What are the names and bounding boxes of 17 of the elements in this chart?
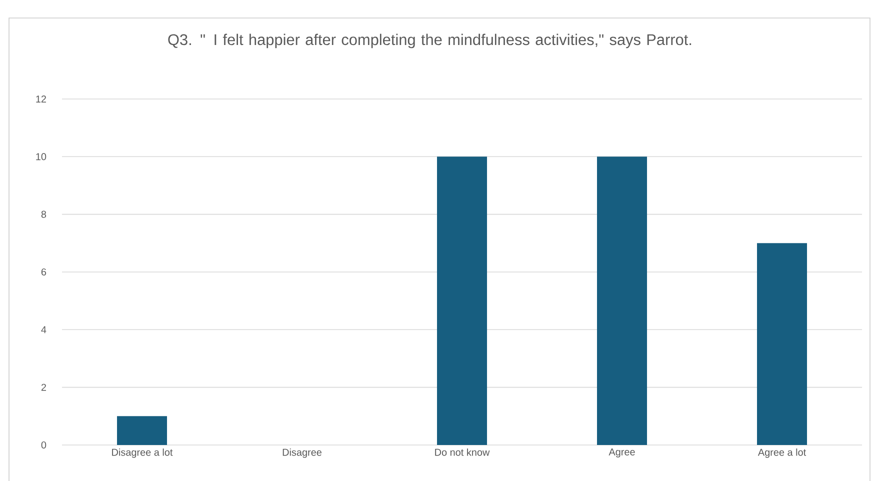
bar [757,243,808,445]
bar [117,416,168,445]
x-tick-label: Do not know [435,448,490,456]
bar [437,156,488,445]
y-tick-label: 0 [41,441,46,449]
y-tick-label: 4 [41,326,46,334]
y-tick-label: 8 [41,210,46,218]
y-tick-label: 12 [36,96,46,102]
chart-title: Q3. " I felt happier after completing the mindfulness activities," says Parrot. [168,34,692,48]
y-tick-label: 2 [41,384,46,391]
y-tick-label: 6 [41,268,46,276]
x-tick-label: Disagree [282,448,322,458]
x-tick-label: Disagree a lot [112,448,173,458]
y-tick-label: 10 [36,153,46,160]
bar [597,156,648,445]
x-tick-label: Agree [608,448,635,458]
x-tick-label: Agree a lot [758,448,806,458]
